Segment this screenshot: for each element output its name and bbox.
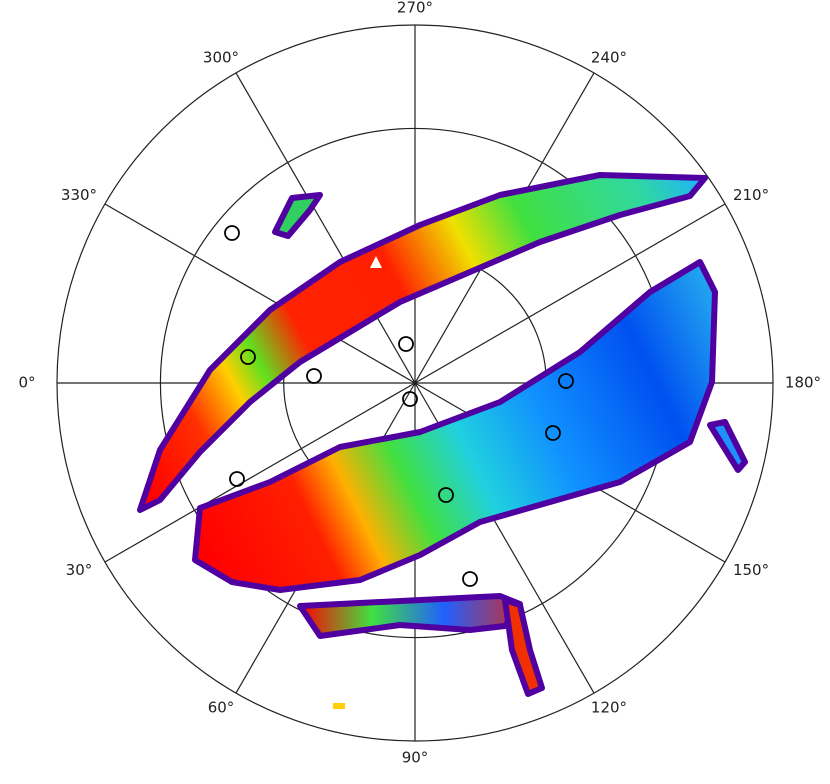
- angle-label: 30°: [66, 561, 93, 579]
- angle-label: 60°: [208, 698, 235, 716]
- angle-label: 150°: [733, 561, 769, 579]
- upper-fragment: [272, 192, 323, 239]
- source: [462, 571, 478, 587]
- heatmap: [137, 172, 748, 709]
- angle-label: 90°: [402, 749, 429, 767]
- bottom-strip: [297, 593, 523, 639]
- angle-label: 270°: [397, 0, 433, 17]
- bottom-spur: [502, 597, 545, 697]
- angle-label: 120°: [591, 698, 627, 716]
- source: [398, 336, 414, 352]
- right-fragment: [707, 419, 748, 473]
- source: [558, 373, 574, 389]
- spoke: [104, 203, 416, 384]
- angle-label: 0°: [18, 374, 35, 392]
- lower-band: [192, 259, 718, 593]
- angle-label: 210°: [733, 186, 769, 204]
- source: [438, 487, 454, 503]
- source-markers: [224, 225, 574, 587]
- triangle-marker: [370, 256, 382, 268]
- angle-label: 240°: [591, 49, 627, 67]
- source: [306, 368, 322, 384]
- upper-band: [137, 172, 708, 513]
- source: [545, 425, 561, 441]
- source: [229, 471, 245, 487]
- source: [224, 225, 240, 241]
- angle-label: 300°: [203, 49, 239, 67]
- angle-label: 180°: [785, 374, 821, 392]
- spoke: [414, 203, 726, 384]
- angle-label: 330°: [61, 186, 97, 204]
- angle-labels: 0° 30° 60° 90° 120° 150° 180° 210° 240° 270° 300° 3…: [18, 0, 821, 767]
- source: [402, 391, 418, 407]
- lone-pixel: [333, 703, 345, 709]
- spoke: [104, 382, 416, 563]
- spoke: [235, 72, 416, 384]
- source: [240, 349, 256, 365]
